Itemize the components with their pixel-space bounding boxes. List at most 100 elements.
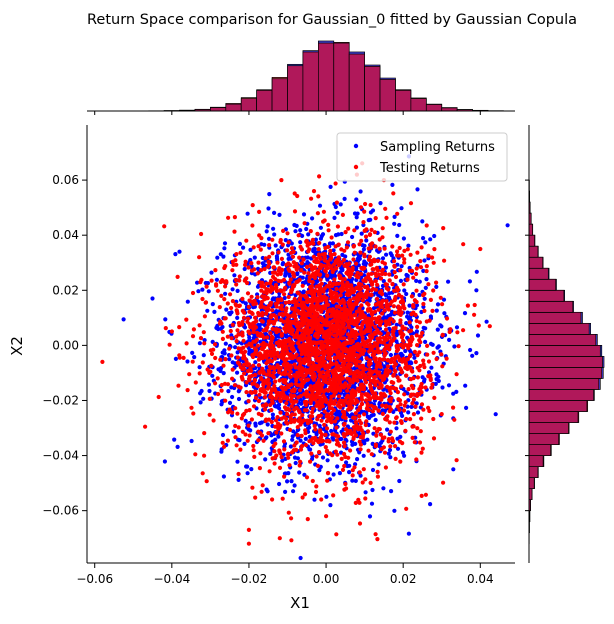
point <box>328 249 332 253</box>
point <box>335 438 339 442</box>
point <box>374 418 378 422</box>
point <box>172 438 176 442</box>
point <box>311 340 315 344</box>
point <box>173 252 177 256</box>
point <box>304 437 308 441</box>
point <box>212 418 216 422</box>
point <box>177 250 181 254</box>
point <box>414 289 418 293</box>
point <box>291 489 295 493</box>
point <box>257 313 261 317</box>
point <box>282 475 286 479</box>
point <box>363 229 367 233</box>
point <box>244 419 248 423</box>
point <box>324 495 328 499</box>
point <box>387 322 391 326</box>
point <box>285 248 289 252</box>
point <box>392 222 396 226</box>
point <box>168 343 172 347</box>
point <box>209 271 213 275</box>
point <box>211 302 215 306</box>
point <box>276 272 280 276</box>
point <box>312 498 316 502</box>
hist-bar <box>529 268 548 279</box>
point <box>208 397 212 401</box>
point <box>268 469 272 473</box>
hist-bar <box>529 246 538 257</box>
point <box>384 293 388 297</box>
point <box>371 353 375 357</box>
point <box>315 454 319 458</box>
point <box>296 433 300 437</box>
point <box>335 305 339 309</box>
point <box>224 342 228 346</box>
point <box>270 238 274 242</box>
hist-bar <box>529 290 564 301</box>
point <box>330 235 334 239</box>
point <box>440 364 444 368</box>
point <box>357 414 361 418</box>
point <box>235 308 239 312</box>
point <box>408 320 412 324</box>
point <box>238 242 242 246</box>
point <box>333 419 337 423</box>
point <box>269 408 273 412</box>
point <box>477 323 481 327</box>
hist-bar <box>529 323 589 334</box>
point <box>421 302 425 306</box>
point <box>421 236 425 240</box>
point <box>258 305 262 309</box>
point <box>455 458 459 462</box>
point <box>383 451 387 455</box>
point <box>421 408 425 412</box>
point <box>414 360 418 364</box>
point <box>235 371 239 375</box>
point <box>381 226 385 230</box>
point <box>339 247 343 251</box>
point <box>273 380 277 384</box>
point <box>404 321 408 325</box>
hist-bar <box>529 301 573 312</box>
point <box>298 228 302 232</box>
point <box>303 221 307 225</box>
point <box>421 359 425 363</box>
point <box>252 404 256 408</box>
point <box>247 322 251 326</box>
point <box>298 240 302 244</box>
point <box>434 281 438 285</box>
hist-bar <box>272 79 287 111</box>
point <box>298 460 302 464</box>
point <box>256 430 260 434</box>
point <box>429 386 433 390</box>
point <box>176 384 180 388</box>
point <box>259 236 263 240</box>
point <box>385 428 389 432</box>
point <box>289 251 293 255</box>
hist-bar <box>395 90 410 111</box>
point <box>300 444 304 448</box>
point <box>272 211 276 215</box>
point <box>241 246 245 250</box>
point <box>316 194 320 198</box>
point <box>378 247 382 251</box>
hist-bar <box>411 99 426 111</box>
point <box>358 440 362 444</box>
point <box>297 470 301 474</box>
point <box>263 457 267 461</box>
point <box>241 346 245 350</box>
point <box>281 497 285 501</box>
point <box>222 371 226 375</box>
hist-bar <box>318 43 333 111</box>
point <box>242 442 246 446</box>
point <box>436 375 440 379</box>
point <box>373 244 377 248</box>
point <box>343 482 347 486</box>
point <box>384 405 388 409</box>
point <box>143 425 147 429</box>
point <box>255 295 259 299</box>
point <box>201 471 205 475</box>
point <box>425 344 429 348</box>
point <box>247 424 251 428</box>
point <box>384 253 388 257</box>
point <box>262 439 266 443</box>
